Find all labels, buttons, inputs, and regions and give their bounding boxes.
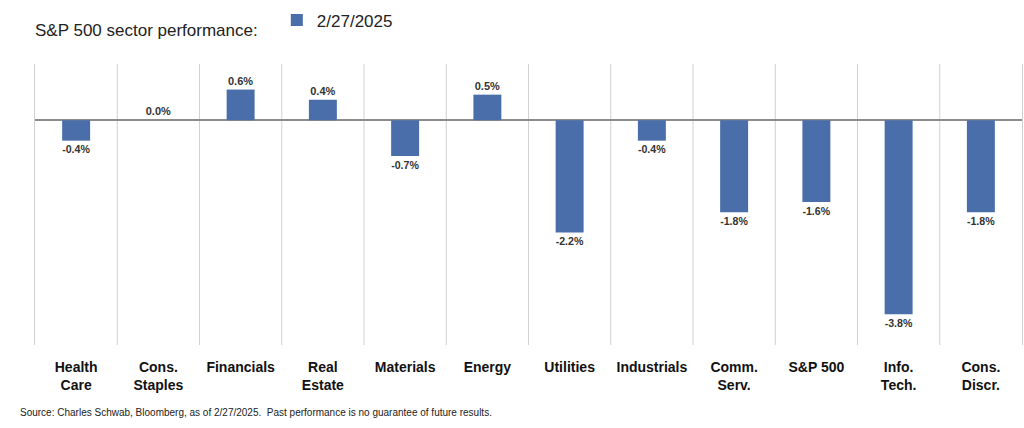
svg-text:-1.8%: -1.8%: [967, 215, 995, 227]
svg-text:-0.7%: -0.7%: [391, 159, 419, 171]
svg-text:S&P 500 sector performance:: S&P 500 sector performance:: [35, 21, 258, 40]
svg-text:0.5%: 0.5%: [475, 80, 500, 92]
svg-text:-2.2%: -2.2%: [556, 235, 584, 247]
svg-text:Cons.Staples: Cons.Staples: [133, 359, 183, 393]
svg-text:Financials: Financials: [206, 359, 275, 375]
svg-text:-1.8%: -1.8%: [720, 215, 748, 227]
svg-text:Source: Charles Schwab, Bloomb: Source: Charles Schwab, Bloomberg, as of…: [20, 407, 492, 418]
svg-text:Comm.Serv.: Comm.Serv.: [710, 359, 757, 393]
svg-text:-0.4%: -0.4%: [638, 143, 666, 155]
svg-text:-0.4%: -0.4%: [62, 143, 90, 155]
svg-text:S&P 500: S&P 500: [788, 359, 844, 375]
svg-text:0.6%: 0.6%: [228, 75, 253, 87]
svg-text:Industrials: Industrials: [616, 359, 687, 375]
svg-text:-3.8%: -3.8%: [885, 317, 913, 329]
svg-text:Energy: Energy: [464, 359, 512, 375]
svg-text:HealthCare: HealthCare: [55, 359, 98, 393]
svg-text:-1.6%: -1.6%: [802, 205, 830, 217]
svg-text:RealEstate: RealEstate: [302, 359, 344, 393]
svg-text:Cons.Discr.: Cons.Discr.: [961, 359, 1000, 393]
svg-text:0.4%: 0.4%: [310, 85, 335, 97]
svg-text:2/27/2025: 2/27/2025: [317, 12, 393, 31]
svg-text:Materials: Materials: [375, 359, 436, 375]
svg-text:Utilities: Utilities: [544, 359, 595, 375]
svg-text:Info.Tech.: Info.Tech.: [881, 359, 917, 393]
svg-text:0.0%: 0.0%: [146, 105, 171, 117]
